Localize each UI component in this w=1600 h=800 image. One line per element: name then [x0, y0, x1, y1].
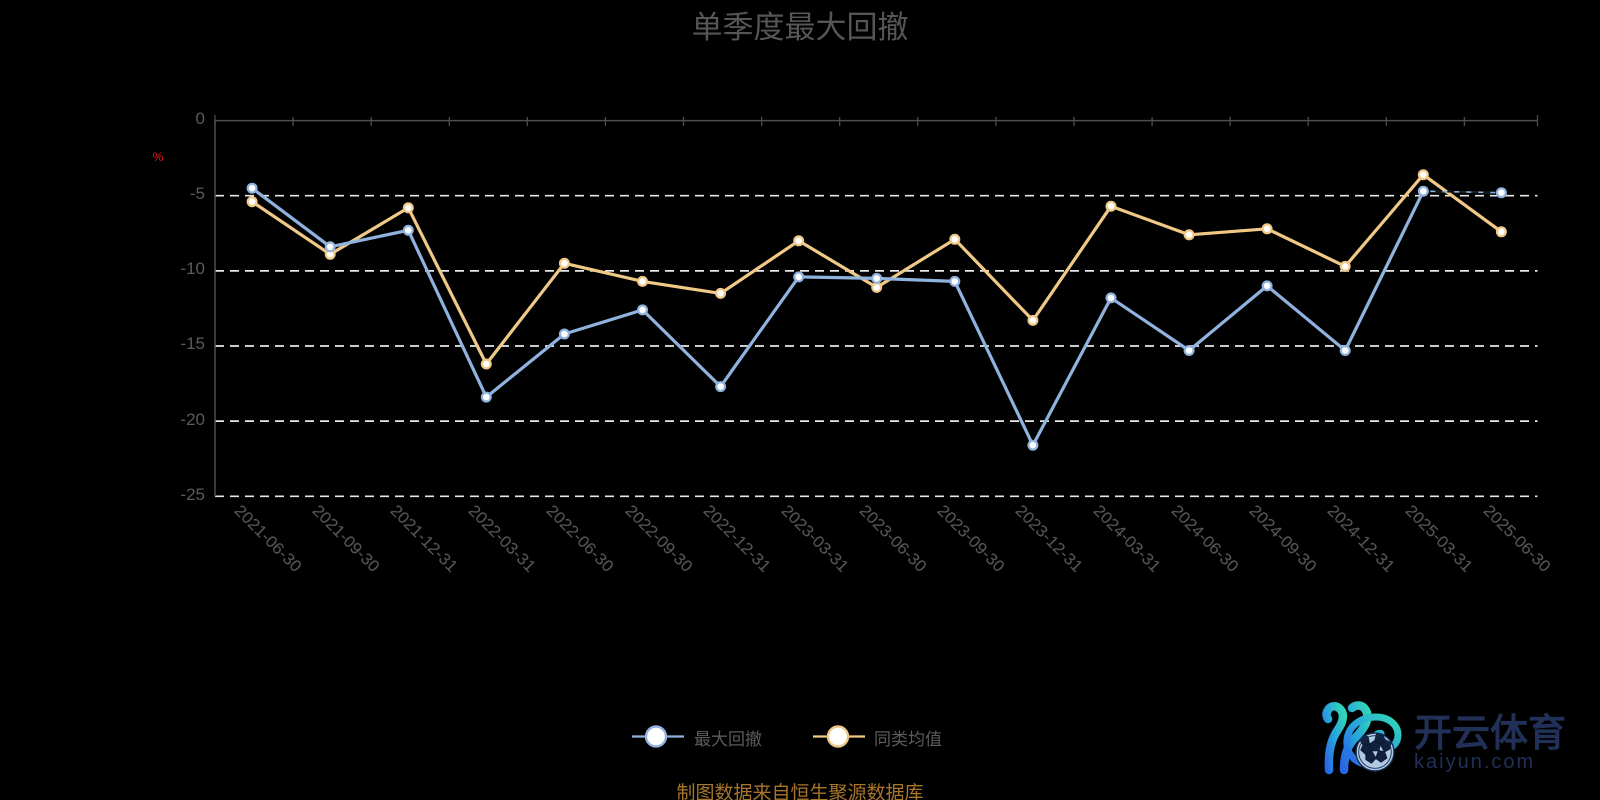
svg-text:开云体育: 开云体育: [1414, 713, 1566, 755]
svg-text:kaiyun.com: kaiyun.com: [1414, 751, 1535, 773]
